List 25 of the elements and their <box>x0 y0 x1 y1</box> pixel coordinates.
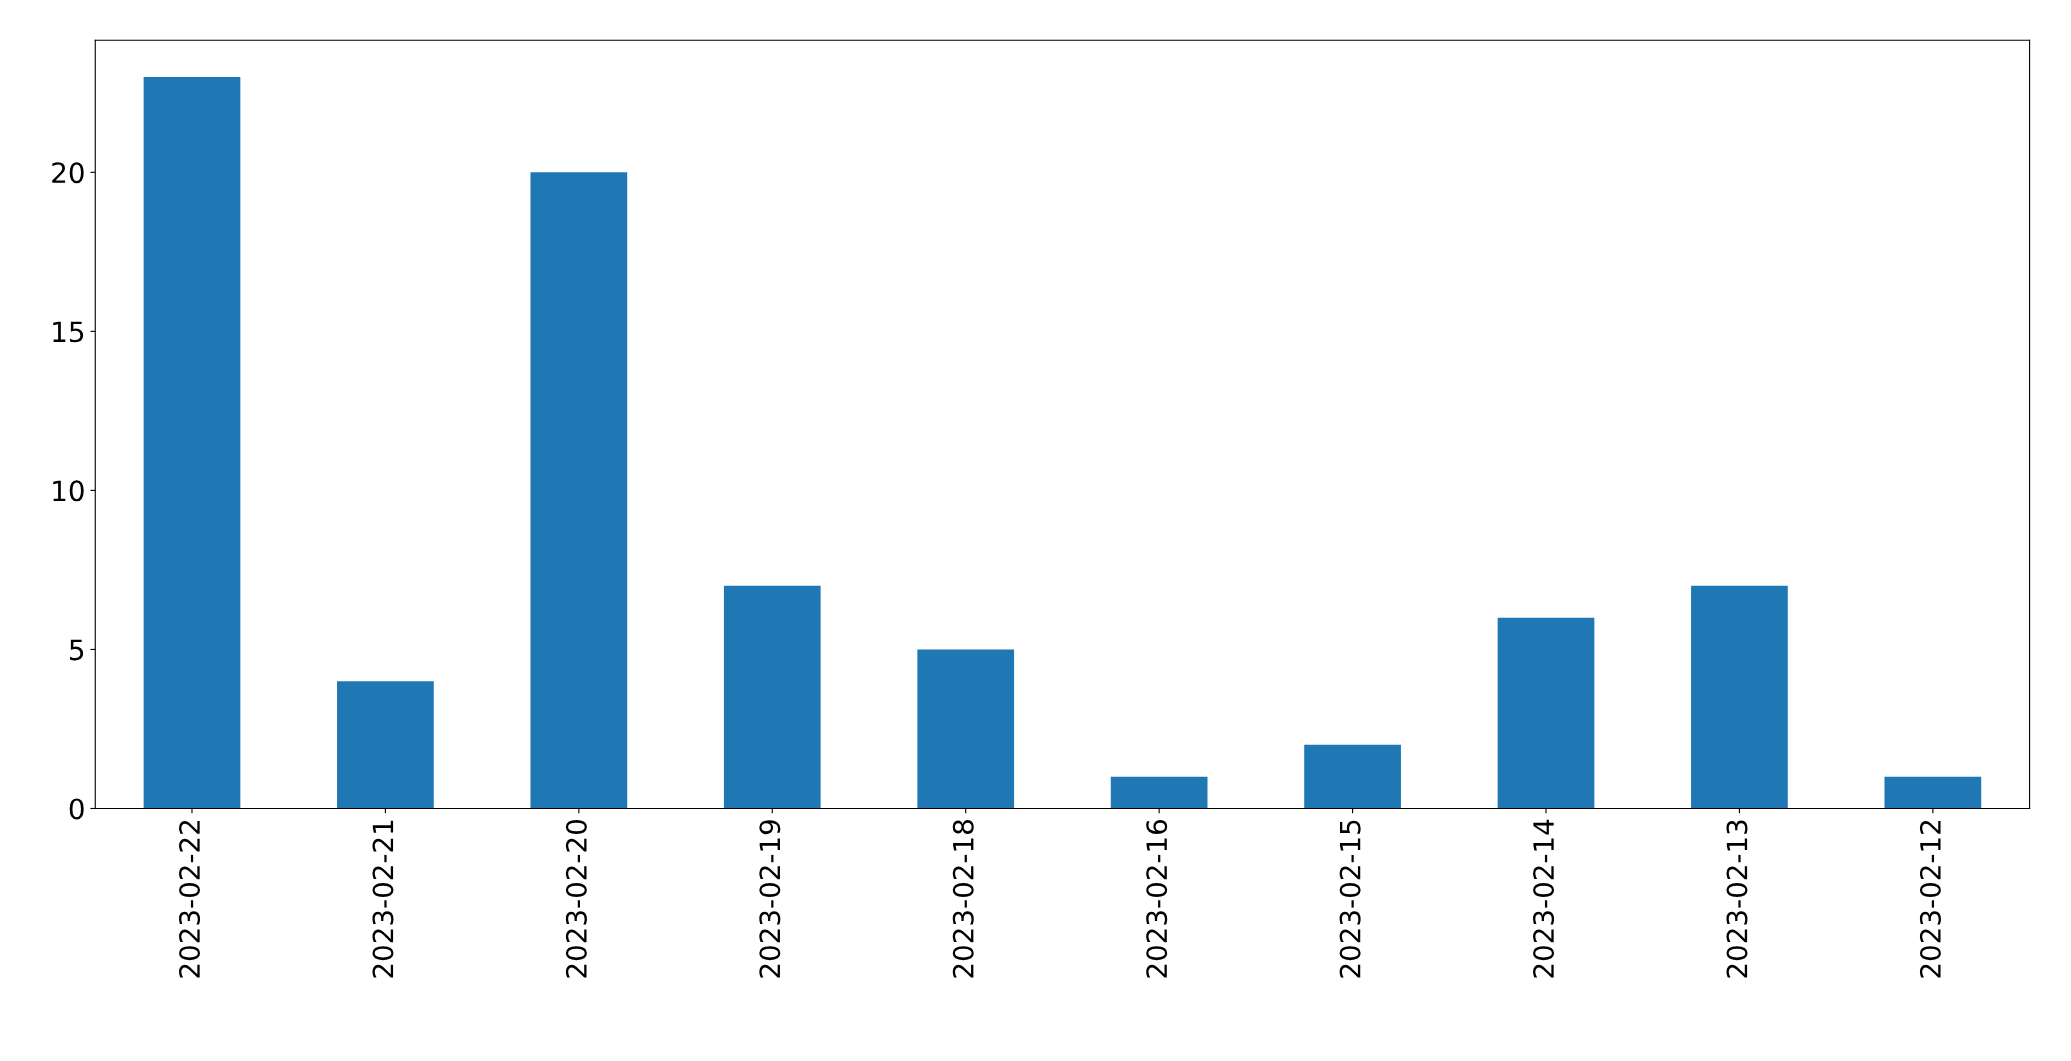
bar <box>1110 776 1208 809</box>
y-tick-label: 0 <box>69 798 84 820</box>
bar <box>1304 744 1401 809</box>
bar <box>917 649 1015 809</box>
x-tick-label: 2023-02-14 <box>1533 819 1555 978</box>
bar <box>723 585 821 809</box>
x-tick-label: 2023-02-18 <box>952 820 974 978</box>
bar <box>337 681 434 809</box>
x-tick-label: 2023-02-20 <box>565 820 587 978</box>
bar <box>1691 585 1788 809</box>
x-tick-label: 2023-02-21 <box>372 820 394 978</box>
x-tick-label: 2023-02-13 <box>1726 820 1748 978</box>
y-tick-label: 20 <box>52 162 84 184</box>
y-tick-label: 10 <box>53 480 84 502</box>
bar <box>143 76 241 809</box>
x-tick-label: 2023-02-16 <box>1146 819 1168 978</box>
x-tick-label: 2023-02-12 <box>1919 820 1941 978</box>
x-tick-label: 2023-02-15 <box>1339 820 1361 978</box>
y-tick-label: 5 <box>70 639 84 661</box>
x-tick-label: 2023-02-19 <box>759 820 781 978</box>
y-tick-label: 15 <box>53 321 84 343</box>
x-tick-label: 2023-02-22 <box>179 820 201 978</box>
bar <box>1497 617 1595 809</box>
bar <box>1884 776 1982 809</box>
bar <box>530 172 628 809</box>
